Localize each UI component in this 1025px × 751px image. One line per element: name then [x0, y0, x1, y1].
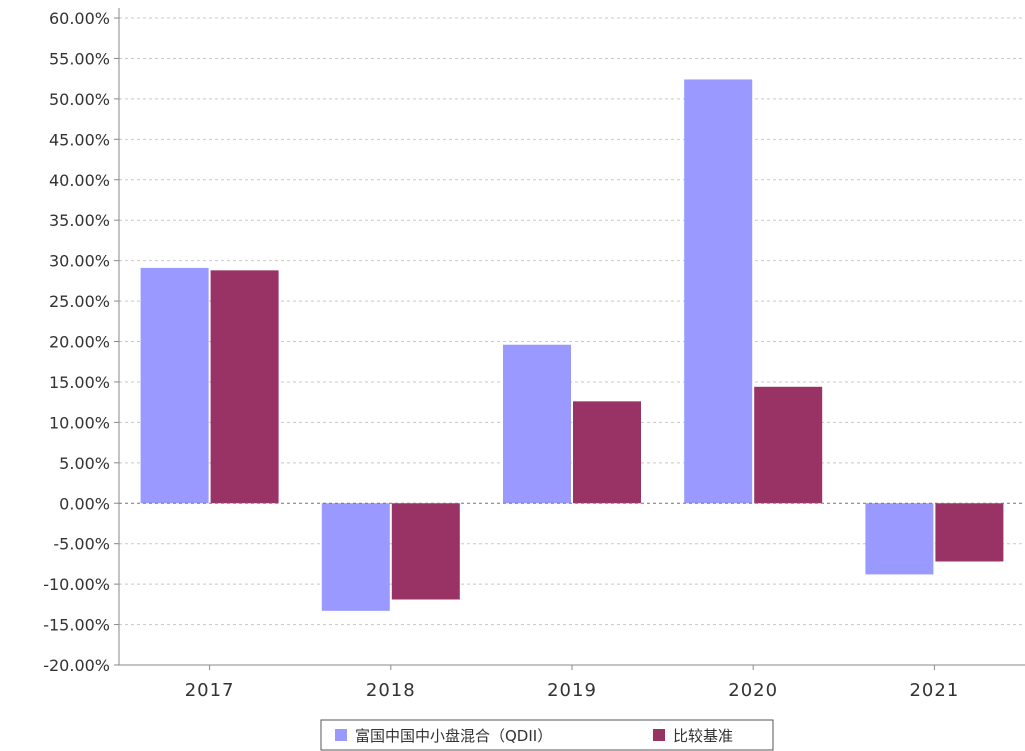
bar-benchmark-2021: [935, 503, 1004, 562]
bar-benchmark-2017: [210, 270, 279, 504]
bars: [140, 79, 1004, 611]
legend-swatch-series-2: [653, 729, 665, 741]
y-tick-label: 25.00%: [49, 292, 110, 311]
y-tick-label: -5.00%: [53, 535, 110, 554]
bar-fund-2017: [140, 267, 209, 504]
x-tick-label: 2019: [547, 680, 597, 701]
y-tick-label: 40.00%: [49, 171, 110, 190]
y-tick-label: 10.00%: [49, 413, 110, 432]
y-tick-labels: -20.00% -15.00% -10.00% -5.00% 0.00% 5.00% 10.…: [43, 9, 110, 675]
y-tick-label: 55.00%: [49, 49, 110, 68]
x-tick-label: 2020: [728, 680, 778, 701]
x-tick-labels: 2017 2018 2019 2020 2021: [185, 680, 959, 701]
legend-box: [320, 719, 774, 751]
y-tick-label: 50.00%: [49, 90, 110, 109]
y-tick-label: 45.00%: [49, 130, 110, 149]
y-tick-label: -10.00%: [43, 575, 110, 594]
bar-benchmark-2020: [754, 386, 823, 504]
bar-fund-2021: [865, 503, 934, 575]
y-tick-label: 60.00%: [49, 9, 110, 28]
bar-benchmark-2019: [573, 401, 641, 504]
y-tick-label: -20.00%: [43, 656, 110, 675]
bar-fund-2019: [503, 344, 571, 504]
bar-benchmark-2018: [391, 503, 460, 600]
y-tick-label: 30.00%: [49, 252, 110, 271]
axes: [114, 8, 1025, 670]
x-tick-label: 2017: [185, 680, 235, 701]
y-tick-label: 35.00%: [49, 211, 110, 230]
y-tick-label: 20.00%: [49, 333, 110, 352]
legend: 富国中国中小盘混合（QDII） 比较基准: [320, 719, 774, 751]
y-tick-label: 5.00%: [59, 454, 110, 473]
legend-label-series-2: 比较基准: [673, 727, 733, 745]
x-tick-label: 2018: [366, 680, 416, 701]
legend-label-series-1: 富国中国中小盘混合（QDII）: [355, 727, 552, 745]
x-tick-label: 2021: [909, 680, 959, 701]
y-tick-label: 0.00%: [59, 494, 110, 513]
bar-fund-2018: [321, 503, 390, 611]
legend-swatch-series-1: [335, 729, 347, 741]
y-tick-label: -15.00%: [43, 616, 110, 635]
y-tick-label: 15.00%: [49, 373, 110, 392]
bar-fund-2020: [684, 79, 753, 504]
